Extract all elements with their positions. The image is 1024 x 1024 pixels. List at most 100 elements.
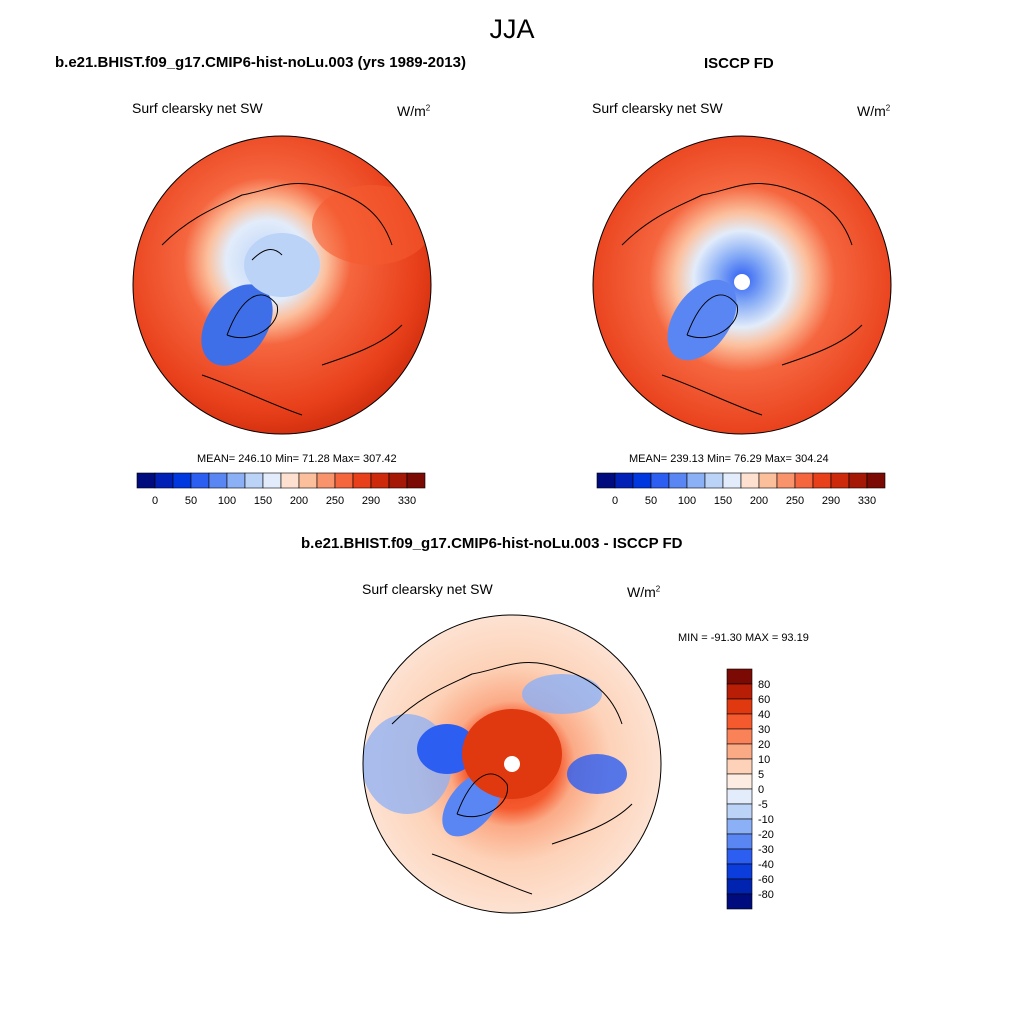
colorbar-swatch	[352, 472, 372, 489]
greenland-region	[667, 279, 737, 361]
colorbar-swatch	[686, 472, 706, 489]
colorbar-swatch	[370, 472, 390, 489]
colorbar-swatch	[316, 472, 336, 489]
colorbar-swatch	[726, 893, 753, 910]
colorbar-swatch	[726, 743, 753, 760]
panel3-colorbar: 80 60 40 30 20 10 5 0 -5 -10 -20 -30 -40 -60 -80	[726, 668, 774, 910]
panel2-variable: Surf clearsky net SW	[592, 100, 723, 116]
panel3-stats: MIN = -91.30 MAX = 93.19	[678, 632, 809, 644]
colorbar-swatch	[262, 472, 282, 489]
negative-bias-north	[522, 674, 602, 714]
colorbar-label: 290	[822, 495, 840, 507]
colorbar-swatch	[614, 472, 634, 489]
colorbar-swatch	[726, 803, 753, 820]
colorbar-swatch	[776, 472, 796, 489]
colorbar-swatch	[758, 472, 778, 489]
colorbar-label: 330	[398, 495, 416, 507]
panel2-colorbar: 0 50 100 150 200 250 290 330	[596, 472, 886, 507]
colorbar-label: 30	[758, 724, 770, 736]
polar-hole	[504, 756, 520, 772]
colorbar-swatch	[632, 472, 652, 489]
colorbar-label: 10	[758, 754, 770, 766]
colorbar-label: 330	[858, 495, 876, 507]
panel1-stats: MEAN= 246.10 Min= 71.28 Max= 307.42	[197, 453, 397, 465]
colorbar-label: 150	[254, 495, 272, 507]
colorbar-swatch	[596, 472, 616, 489]
colorbar-label: 80	[758, 679, 770, 691]
panel3-variable: Surf clearsky net SW	[362, 581, 493, 597]
colorbar-swatch	[334, 472, 354, 489]
colorbar-label: 150	[714, 495, 732, 507]
colorbar-swatch	[726, 683, 753, 700]
colorbar-swatch	[812, 472, 832, 489]
colorbar-swatch	[298, 472, 318, 489]
colorbar-swatch	[190, 472, 210, 489]
colorbar-label: 290	[362, 495, 380, 507]
colorbar-swatch	[726, 863, 753, 880]
colorbar-swatch	[726, 758, 753, 775]
colorbar-swatch	[388, 472, 408, 489]
greenland-region	[201, 284, 273, 366]
colorbar-swatch	[136, 472, 156, 489]
colorbar-swatch	[280, 472, 300, 489]
colorbar-label: -20	[758, 829, 774, 841]
negative-bias-siberia	[567, 754, 627, 794]
colorbar-label: 50	[645, 495, 657, 507]
colorbar-swatch	[726, 833, 753, 850]
colorbar-swatch	[726, 878, 753, 895]
colorbar-swatch	[794, 472, 814, 489]
panel1-title: b.e21.BHIST.f09_g17.CMIP6-hist-noLu.003 …	[55, 54, 466, 71]
colorbar-swatch	[866, 472, 886, 489]
panel1-colorbar: 0 50 100 150 200 250 290 330	[136, 472, 426, 507]
colorbar-swatch	[726, 713, 753, 730]
colorbar-label: -80	[758, 889, 774, 901]
colorbar-swatch	[726, 668, 753, 685]
polar-hole	[734, 274, 750, 290]
colorbar-swatch	[208, 472, 228, 489]
colorbar-swatch	[726, 788, 753, 805]
colorbar-swatch	[226, 472, 246, 489]
colorbar-swatch	[650, 472, 670, 489]
colorbar-label: 250	[786, 495, 804, 507]
colorbar-label: -30	[758, 844, 774, 856]
colorbar-swatch	[668, 472, 688, 489]
colorbar-swatch	[726, 818, 753, 835]
panel2-title: ISCCP FD	[704, 55, 774, 72]
colorbar-swatch	[704, 472, 724, 489]
colorbar-swatch	[740, 472, 760, 489]
colorbar-label: -40	[758, 859, 774, 871]
coastline	[621, 183, 863, 416]
colorbar-swatch	[726, 773, 753, 790]
colorbar-label: 5	[758, 769, 764, 781]
colorbar-swatch	[244, 472, 264, 489]
panel1-map	[132, 135, 432, 435]
colorbar-label: 100	[678, 495, 696, 507]
colorbar-swatch	[406, 472, 426, 489]
positive-bias-arctic	[462, 709, 562, 799]
panel2-map	[592, 135, 892, 435]
colorbar-label: 0	[758, 784, 764, 796]
colorbar-label: 50	[185, 495, 197, 507]
colorbar-label: 250	[326, 495, 344, 507]
colorbar-label: 60	[758, 694, 770, 706]
colorbar-label: 0	[152, 495, 158, 507]
colorbar-label: -5	[758, 799, 768, 811]
colorbar-label: -60	[758, 874, 774, 886]
colorbar-label: 0	[612, 495, 618, 507]
panel1-variable: Surf clearsky net SW	[132, 100, 263, 116]
colorbar-label: -10	[758, 814, 774, 826]
colorbar-label: 40	[758, 709, 770, 721]
panel2-units: W/m2	[857, 103, 891, 119]
panel2-stats: MEAN= 239.13 Min= 76.29 Max= 304.24	[629, 453, 829, 465]
colorbar-label: 200	[750, 495, 768, 507]
colorbar-swatch	[722, 472, 742, 489]
colorbar-label: 200	[290, 495, 308, 507]
colorbar-label: 20	[758, 739, 770, 751]
colorbar-swatch	[726, 848, 753, 865]
colorbar-swatch	[726, 728, 753, 745]
colorbar-swatch	[154, 472, 174, 489]
panel3-title: b.e21.BHIST.f09_g17.CMIP6-hist-noLu.003 …	[301, 535, 683, 552]
colorbar-label: 100	[218, 495, 236, 507]
figure-title: JJA	[489, 14, 535, 44]
panel1-units: W/m2	[397, 103, 431, 119]
